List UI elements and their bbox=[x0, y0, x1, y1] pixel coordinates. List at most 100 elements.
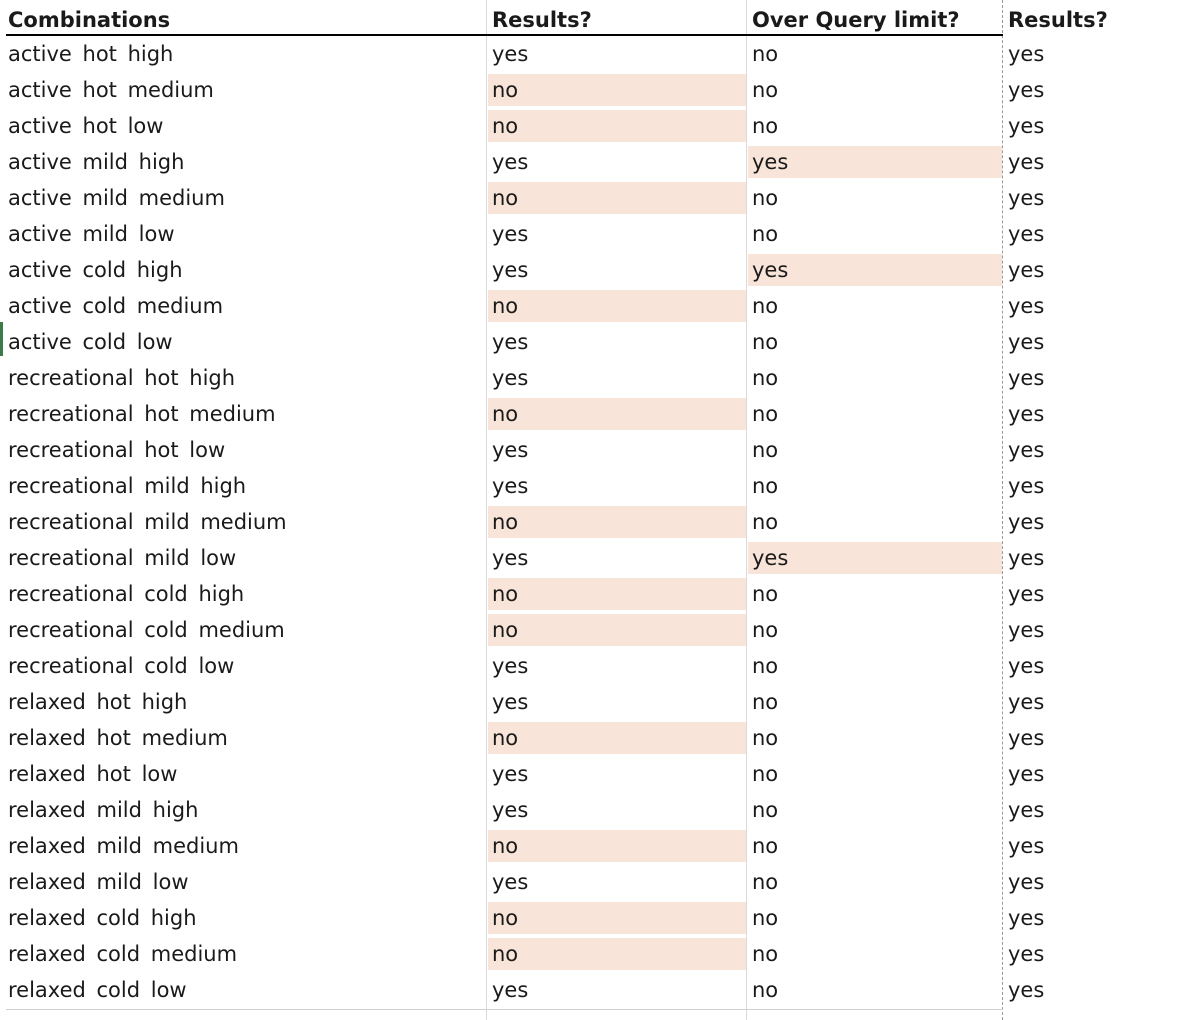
results-cell[interactable]: no bbox=[488, 182, 746, 214]
results-secondary-cell[interactable]: yes bbox=[1008, 78, 1045, 102]
results-cell[interactable]: no bbox=[488, 614, 746, 646]
combination-cell[interactable]: relaxed mild low bbox=[8, 870, 189, 894]
results-secondary-cell[interactable]: yes bbox=[1008, 870, 1045, 894]
results-cell[interactable]: no bbox=[488, 290, 746, 322]
results-cell[interactable]: no bbox=[488, 398, 746, 430]
combination-cell[interactable]: relaxed mild high bbox=[8, 798, 199, 822]
results-secondary-cell[interactable]: yes bbox=[1008, 258, 1045, 282]
results-secondary-cell[interactable]: yes bbox=[1008, 726, 1045, 750]
combination-cell[interactable]: active mild low bbox=[8, 222, 175, 246]
results-secondary-cell[interactable]: yes bbox=[1008, 618, 1045, 642]
results-secondary-cell[interactable]: yes bbox=[1008, 978, 1045, 1002]
combination-cell[interactable]: recreational mild medium bbox=[8, 510, 287, 534]
combination-cell[interactable]: relaxed hot low bbox=[8, 762, 178, 786]
combination-cell[interactable]: relaxed mild medium bbox=[8, 834, 239, 858]
over-query-limit-cell[interactable]: no bbox=[752, 402, 779, 426]
over-query-limit-cell[interactable]: no bbox=[752, 978, 779, 1002]
header-over-query-limit[interactable]: Over Query limit? bbox=[752, 8, 960, 32]
header-results-secondary[interactable]: Results? bbox=[1008, 8, 1108, 32]
over-query-limit-cell[interactable]: no bbox=[752, 78, 779, 102]
over-query-limit-cell[interactable]: yes bbox=[748, 542, 1002, 574]
combination-cell[interactable]: active cold low bbox=[8, 330, 173, 354]
over-query-limit-cell[interactable]: no bbox=[752, 726, 779, 750]
combination-cell[interactable]: active hot medium bbox=[8, 78, 214, 102]
results-cell[interactable]: yes bbox=[492, 474, 529, 498]
results-secondary-cell[interactable]: yes bbox=[1008, 42, 1045, 66]
combination-cell[interactable]: recreational hot high bbox=[8, 366, 236, 390]
results-secondary-cell[interactable]: yes bbox=[1008, 510, 1045, 534]
combination-cell[interactable]: relaxed cold high bbox=[8, 906, 197, 930]
results-secondary-cell[interactable]: yes bbox=[1008, 906, 1045, 930]
results-secondary-cell[interactable]: yes bbox=[1008, 222, 1045, 246]
results-cell[interactable]: no bbox=[488, 110, 746, 142]
over-query-limit-cell[interactable]: no bbox=[752, 114, 779, 138]
results-secondary-cell[interactable]: yes bbox=[1008, 762, 1045, 786]
over-query-limit-cell[interactable]: no bbox=[752, 222, 779, 246]
results-secondary-cell[interactable]: yes bbox=[1008, 330, 1045, 354]
results-cell[interactable]: no bbox=[488, 902, 746, 934]
combination-cell[interactable]: recreational cold low bbox=[8, 654, 235, 678]
over-query-limit-cell[interactable]: no bbox=[752, 834, 779, 858]
combination-cell[interactable]: active hot high bbox=[8, 42, 174, 66]
combination-cell[interactable]: recreational mild high bbox=[8, 474, 247, 498]
results-secondary-cell[interactable]: yes bbox=[1008, 654, 1045, 678]
over-query-limit-cell[interactable]: yes bbox=[748, 254, 1002, 286]
over-query-limit-cell[interactable]: no bbox=[752, 330, 779, 354]
results-secondary-cell[interactable]: yes bbox=[1008, 294, 1045, 318]
combination-cell[interactable]: active cold high bbox=[8, 258, 183, 282]
results-cell[interactable]: yes bbox=[492, 258, 529, 282]
results-secondary-cell[interactable]: yes bbox=[1008, 690, 1045, 714]
over-query-limit-cell[interactable]: no bbox=[752, 582, 779, 606]
header-combinations[interactable]: Combinations bbox=[8, 8, 171, 32]
over-query-limit-cell[interactable]: no bbox=[752, 690, 779, 714]
combination-cell[interactable]: relaxed hot high bbox=[8, 690, 188, 714]
results-cell[interactable]: yes bbox=[492, 366, 529, 390]
over-query-limit-cell[interactable]: no bbox=[752, 186, 779, 210]
results-secondary-cell[interactable]: yes bbox=[1008, 366, 1045, 390]
over-query-limit-cell[interactable]: no bbox=[752, 906, 779, 930]
results-cell[interactable]: yes bbox=[492, 330, 529, 354]
combination-cell[interactable]: recreational hot medium bbox=[8, 402, 276, 426]
results-secondary-cell[interactable]: yes bbox=[1008, 798, 1045, 822]
combination-cell[interactable]: active mild high bbox=[8, 150, 185, 174]
results-cell[interactable]: yes bbox=[492, 42, 529, 66]
results-secondary-cell[interactable]: yes bbox=[1008, 438, 1045, 462]
results-secondary-cell[interactable]: yes bbox=[1008, 150, 1045, 174]
results-cell[interactable]: yes bbox=[492, 222, 529, 246]
over-query-limit-cell[interactable]: no bbox=[752, 294, 779, 318]
results-secondary-cell[interactable]: yes bbox=[1008, 186, 1045, 210]
over-query-limit-cell[interactable]: no bbox=[752, 942, 779, 966]
results-cell[interactable]: yes bbox=[492, 438, 529, 462]
results-cell[interactable]: no bbox=[488, 722, 746, 754]
results-secondary-cell[interactable]: yes bbox=[1008, 834, 1045, 858]
over-query-limit-cell[interactable]: yes bbox=[748, 146, 1002, 178]
combination-cell[interactable]: recreational cold high bbox=[8, 582, 245, 606]
over-query-limit-cell[interactable]: no bbox=[752, 438, 779, 462]
combination-cell[interactable]: recreational hot low bbox=[8, 438, 226, 462]
over-query-limit-cell[interactable]: no bbox=[752, 510, 779, 534]
over-query-limit-cell[interactable]: no bbox=[752, 474, 779, 498]
results-secondary-cell[interactable]: yes bbox=[1008, 402, 1045, 426]
over-query-limit-cell[interactable]: no bbox=[752, 42, 779, 66]
over-query-limit-cell[interactable]: no bbox=[752, 366, 779, 390]
over-query-limit-cell[interactable]: no bbox=[752, 618, 779, 642]
results-cell[interactable]: yes bbox=[492, 546, 529, 570]
results-secondary-cell[interactable]: yes bbox=[1008, 942, 1045, 966]
results-cell[interactable]: yes bbox=[492, 690, 529, 714]
over-query-limit-cell[interactable]: no bbox=[752, 762, 779, 786]
results-cell[interactable]: yes bbox=[492, 798, 529, 822]
results-cell[interactable]: yes bbox=[492, 150, 529, 174]
results-cell[interactable]: yes bbox=[492, 762, 529, 786]
combination-cell[interactable]: active hot low bbox=[8, 114, 164, 138]
combination-cell[interactable]: relaxed hot medium bbox=[8, 726, 228, 750]
results-secondary-cell[interactable]: yes bbox=[1008, 474, 1045, 498]
combination-cell[interactable]: active mild medium bbox=[8, 186, 225, 210]
over-query-limit-cell[interactable]: no bbox=[752, 798, 779, 822]
results-cell[interactable]: yes bbox=[492, 654, 529, 678]
results-secondary-cell[interactable]: yes bbox=[1008, 114, 1045, 138]
combination-cell[interactable]: recreational cold medium bbox=[8, 618, 285, 642]
results-cell[interactable]: yes bbox=[492, 978, 529, 1002]
combination-cell[interactable]: relaxed cold low bbox=[8, 978, 187, 1002]
results-cell[interactable]: no bbox=[488, 578, 746, 610]
combination-cell[interactable]: active cold medium bbox=[8, 294, 224, 318]
